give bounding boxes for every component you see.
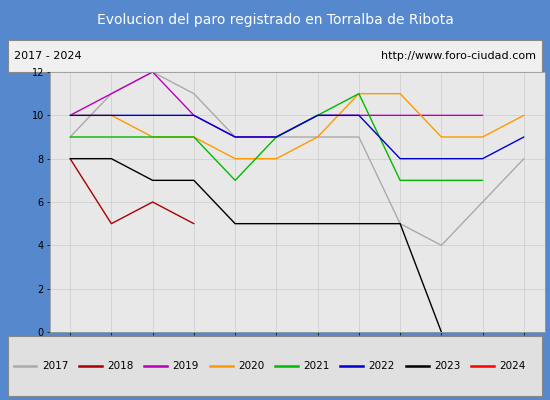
- Text: 2017 - 2024: 2017 - 2024: [14, 51, 81, 61]
- FancyBboxPatch shape: [8, 336, 542, 396]
- Text: 2018: 2018: [107, 361, 134, 371]
- Text: http://www.foro-ciudad.com: http://www.foro-ciudad.com: [381, 51, 536, 61]
- Text: Evolucion del paro registrado en Torralba de Ribota: Evolucion del paro registrado en Torralb…: [97, 13, 453, 27]
- Text: 2019: 2019: [173, 361, 199, 371]
- FancyBboxPatch shape: [8, 40, 542, 72]
- Text: 2017: 2017: [42, 361, 68, 371]
- Text: 2023: 2023: [434, 361, 460, 371]
- Text: 2021: 2021: [303, 361, 329, 371]
- Text: 2022: 2022: [368, 361, 395, 371]
- Text: 2020: 2020: [238, 361, 264, 371]
- Text: 2024: 2024: [499, 361, 526, 371]
